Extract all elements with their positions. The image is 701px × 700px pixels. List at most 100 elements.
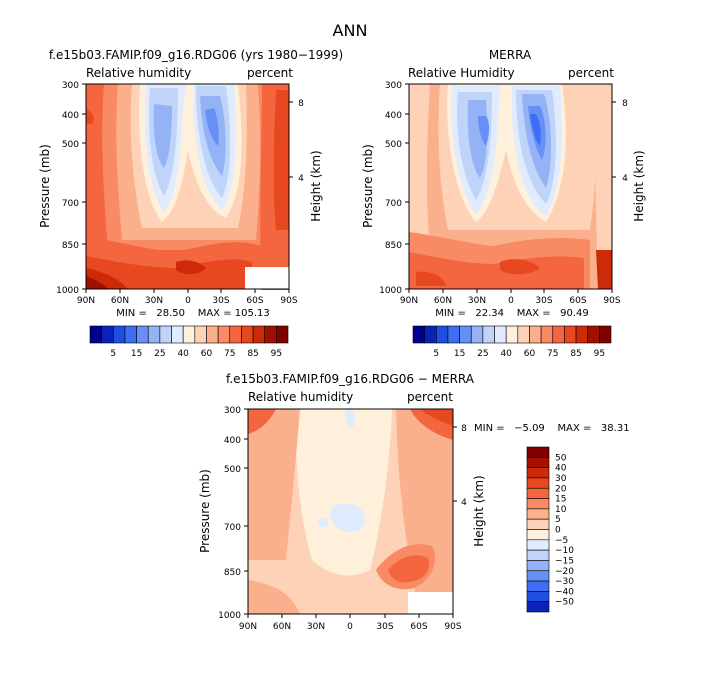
colorbar-label: 95 [594, 349, 605, 359]
colorbar-label: −15 [555, 556, 574, 566]
colorbar-label: 10 [555, 505, 567, 515]
colorbar-box [194, 325, 207, 344]
panel-diff-y2-axis: 8 4 Height (km) [453, 424, 486, 547]
colorbar-box [229, 325, 242, 344]
colorbar-box [540, 325, 554, 344]
model-ylabel: Pressure (mb) [38, 144, 52, 228]
panel-diff-title: f.e15b03.FAMIP.f09_g16.RDG06 − MERRA [226, 372, 475, 386]
colorbar-box [470, 325, 484, 344]
panel-merra-x-axis: 90N 60N 30N 0 30S 60S 90S [400, 289, 621, 306]
colorbar-box [526, 549, 550, 561]
model-lower-4 [86, 276, 108, 289]
merra-xtick-30s: 30S [535, 296, 552, 306]
merra-nh-edge [409, 84, 430, 250]
diff-ytick-500: 500 [224, 465, 241, 475]
model-ytick-300: 300 [62, 81, 79, 91]
merra-ytick-300: 300 [385, 81, 402, 91]
model-y2label: Height (km) [309, 150, 323, 221]
diff-ytick-1000: 1000 [218, 611, 241, 621]
diff-y2label: Height (km) [472, 475, 486, 546]
diff-sh-upper-max-2 [420, 409, 453, 426]
colorbar-label: 60 [524, 349, 536, 359]
model-ytick-500: 500 [62, 140, 79, 150]
panel-diff-right-label: percent [407, 390, 453, 404]
merra-ytick-400: 400 [385, 111, 402, 121]
colorbar-box [217, 325, 231, 344]
panel-model-left-label: Relative humidity [86, 66, 191, 80]
colorbar-box [435, 325, 449, 344]
model-lower-2 [86, 256, 252, 289]
colorbar-label: 5 [110, 349, 116, 359]
colorbar-label: 40 [500, 349, 512, 359]
colorbar-box [424, 325, 437, 344]
colorbar-box [599, 325, 612, 344]
panel-diff-field [248, 409, 453, 614]
colorbar-label: −10 [555, 546, 574, 556]
colorbar-box [505, 325, 519, 344]
diff-xtick-60s: 60S [410, 622, 427, 632]
panel-model-field [86, 84, 289, 290]
colorbar-box [526, 580, 550, 592]
merra-xtick-60n: 60N [434, 296, 452, 306]
model-xtick-90n: 90N [77, 296, 95, 306]
merra-nh-boundary [416, 271, 446, 286]
colorbar-box [124, 325, 137, 344]
colorbar-box [182, 325, 196, 344]
diff-ylabel: Pressure (mb) [198, 469, 212, 553]
colorbar-box [112, 325, 126, 344]
colorbar-label: 30 [555, 474, 567, 484]
panel-merra-left-label: Relative Humidity [408, 66, 515, 80]
colorbar-box [529, 325, 542, 344]
colorbar-label: 40 [555, 464, 567, 474]
colorbar-box [526, 457, 550, 468]
colorbar-label: 20 [555, 484, 567, 494]
colorbar-label: 5 [433, 349, 439, 359]
model-sh-edge-2 [273, 90, 289, 230]
panel-merra-y2-axis: 8 4 Height (km) [612, 99, 646, 222]
diff-nh-upper-max [248, 409, 276, 434]
diff-stats: MIN = −5.09 MAX = 38.31 [474, 423, 630, 434]
panel-model-y-axis: 300 400 500 700 850 1000 Pressure (mb) [38, 81, 86, 296]
diff-ytick-400: 400 [224, 436, 241, 446]
colorbar-box [552, 325, 565, 344]
diff-xtick-90n: 90N [239, 622, 257, 632]
colorbar-box [526, 560, 550, 572]
model-sh-boundary-max [176, 260, 206, 275]
merra-dry-sh-5 [530, 114, 541, 146]
colorbar-box [171, 325, 184, 344]
colorbar-box [89, 325, 102, 344]
model-xtick-30n: 30N [145, 296, 163, 306]
colorbar-label: 85 [247, 349, 258, 359]
figure-title: ANN [333, 21, 368, 40]
merra-y2label: Height (km) [632, 150, 646, 221]
model-missing-data [245, 267, 289, 289]
colorbar-label: 75 [547, 349, 558, 359]
diff-xtick-90s: 90S [444, 622, 461, 632]
colorbar-box [575, 325, 589, 344]
panel-model-title: f.e15b03.FAMIP.f09_g16.RDG06 (yrs 1980−1… [49, 48, 343, 62]
model-xtick-90s: 90S [280, 296, 297, 306]
panel-model-x-axis: 90N 60N 30N 0 30S 60S 90S [77, 289, 298, 306]
merra-stats: MIN = 22.34 MAX = 90.49 [435, 308, 589, 319]
colorbar-label: 0 [555, 526, 561, 536]
panel-diff-x-axis: 90N 60N 30N 0 30S 60S 90S [239, 614, 462, 632]
colorbar-label: 15 [555, 495, 566, 505]
merra-y2tick-4: 4 [622, 174, 628, 184]
diff-y2tick-8: 8 [461, 424, 467, 434]
panel-diff-left-label: Relative humidity [248, 390, 353, 404]
merra-ytick-500: 500 [385, 140, 402, 150]
panel-model-colorbar: 5 15 25 40 60 75 85 95 [89, 325, 289, 359]
merra-ytick-700: 700 [385, 199, 402, 209]
colorbar-box [276, 325, 289, 344]
colorbar-box [526, 467, 550, 479]
colorbar-label: −40 [555, 587, 574, 597]
diff-xtick-30s: 30S [376, 622, 393, 632]
panel-model: f.e15b03.FAMIP.f09_g16.RDG06 (yrs 1980−1… [38, 48, 343, 359]
merra-sh-boundary-max [500, 259, 540, 275]
colorbar-box [459, 325, 472, 344]
diff-neg-tropics [330, 503, 365, 532]
colorbar-label: 15 [454, 349, 465, 359]
colorbar-box [526, 601, 550, 613]
